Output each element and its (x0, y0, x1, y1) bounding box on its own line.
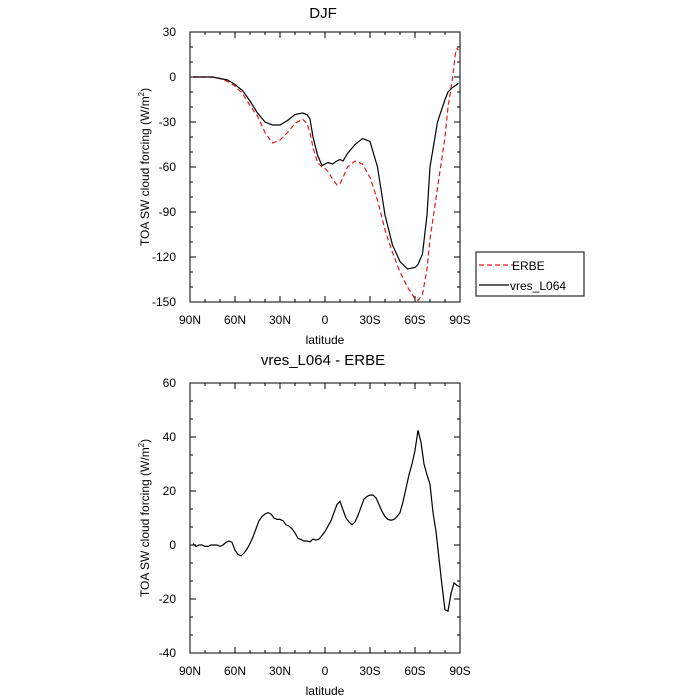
bottom-chart-frame (189, 382, 461, 654)
top-xtick-label: 30N (269, 313, 291, 327)
bottom-xtick-label: 30S (359, 664, 380, 678)
top-ytick-label: -150 (152, 295, 176, 309)
bottom-xtick-label: 60N (224, 664, 246, 678)
top-xtick-label: 60N (224, 313, 246, 327)
bottom-xtick-label: 30N (269, 664, 291, 678)
bottom-ytick-label: 20 (163, 484, 177, 498)
top-series-line-erbe (193, 47, 459, 302)
top-xtick-label: 60S (404, 313, 425, 327)
top-xtick-label: 90N (179, 313, 201, 327)
legend-label-erbe: ERBE (512, 259, 545, 273)
top-ytick-label: 30 (163, 25, 177, 39)
bottom-xtick-label: 60S (404, 664, 425, 678)
top-xtick-label: 90S (449, 313, 470, 327)
bottom-chart: vres_L064 - ERBE 90N 60N 30N 0 30S 60S 90S 60 40… (137, 352, 471, 698)
top-ytick-label: -90 (159, 205, 177, 219)
bottom-xtick-label: 0 (322, 664, 329, 678)
top-ytick-label: -120 (152, 250, 176, 264)
top-chart-legend: ERBE vres_L064 (475, 251, 585, 297)
bottom-series-line-difference (192, 430, 461, 612)
top-ytick-label: 0 (169, 70, 176, 84)
top-xtick-label: 0 (322, 313, 329, 327)
bottom-ytick-label: -20 (159, 592, 177, 606)
bottom-xtick-label: 90N (179, 664, 201, 678)
bottom-ytick-label: 0 (169, 538, 176, 552)
top-chart-title: DJF (309, 5, 337, 22)
bottom-chart-xlabel: latitude (306, 684, 345, 698)
bottom-xtick-label: 90S (449, 664, 470, 678)
bottom-chart-title: vres_L064 - ERBE (261, 352, 385, 369)
legend-label-vres: vres_L064 (510, 279, 566, 293)
top-ytick-label: -60 (159, 160, 177, 174)
bottom-ytick-label: 60 (163, 376, 177, 390)
top-chart-ylabel: TOA SW cloud forcing (W/m2) (137, 88, 152, 246)
bottom-ytick-label: 40 (163, 430, 177, 444)
top-xtick-label: 30S (359, 313, 380, 327)
legend-box (475, 251, 585, 297)
bottom-ytick-label: -40 (159, 646, 177, 660)
top-chart: DJF 90N 60N 30N 0 30S 60S 90S 30 0 -30 -60 -90 -120 -… (137, 5, 585, 347)
top-ytick-label: -30 (159, 115, 177, 129)
bottom-chart-ylabel: TOA SW cloud forcing (W/m2) (137, 439, 152, 597)
top-series-line-vres-l064 (193, 76, 459, 270)
top-chart-xlabel: latitude (306, 333, 345, 347)
